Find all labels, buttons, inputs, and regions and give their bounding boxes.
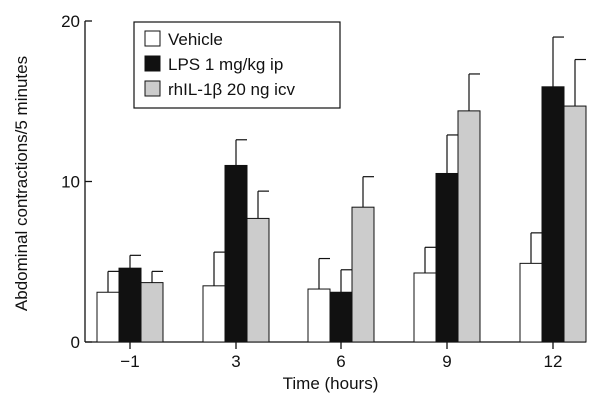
legend-label: Vehicle: [168, 30, 223, 49]
x-tick-label: 3: [231, 352, 240, 371]
bar: [140, 282, 164, 343]
legend-swatch: [144, 30, 161, 47]
x-tick-label: 9: [442, 352, 451, 371]
bar: [329, 291, 353, 343]
y-tick-label: 0: [71, 333, 80, 352]
bar: [435, 172, 459, 343]
legend-label: rhIL-1β 20 ng icv: [168, 80, 295, 99]
bar: [351, 206, 375, 343]
bar: [202, 285, 226, 343]
bar: [307, 288, 331, 343]
bar: [246, 217, 270, 343]
axes: 0 10 20 −1 3 6 9 12: [61, 12, 586, 371]
bar: [96, 291, 120, 343]
legend-label: LPS 1 mg/kg ip: [168, 55, 283, 74]
legend: Vehicle LPS 1 mg/kg ip rhIL-1β 20 ng icv: [133, 21, 341, 109]
bar: [541, 86, 565, 343]
x-tick-label: −1: [120, 352, 139, 371]
bar: [224, 164, 248, 343]
x-tick-label: 6: [336, 352, 345, 371]
x-tick-label: 12: [544, 352, 563, 371]
y-tick-label: 20: [61, 12, 80, 31]
y-tick-label: 10: [61, 173, 80, 192]
error-bars: [107, 36, 586, 293]
y-axis-label: Abdominal contractions/5 minutes: [12, 56, 31, 311]
legend-swatch: [144, 55, 161, 72]
bar: [118, 267, 142, 343]
bar: [413, 272, 437, 343]
bar: [457, 110, 481, 343]
bars: [96, 86, 587, 343]
legend-swatch: [144, 80, 161, 97]
x-axis-label: Time (hours): [283, 374, 379, 393]
bar: [563, 105, 587, 343]
bar: [519, 262, 543, 343]
legend-box: [133, 21, 341, 109]
